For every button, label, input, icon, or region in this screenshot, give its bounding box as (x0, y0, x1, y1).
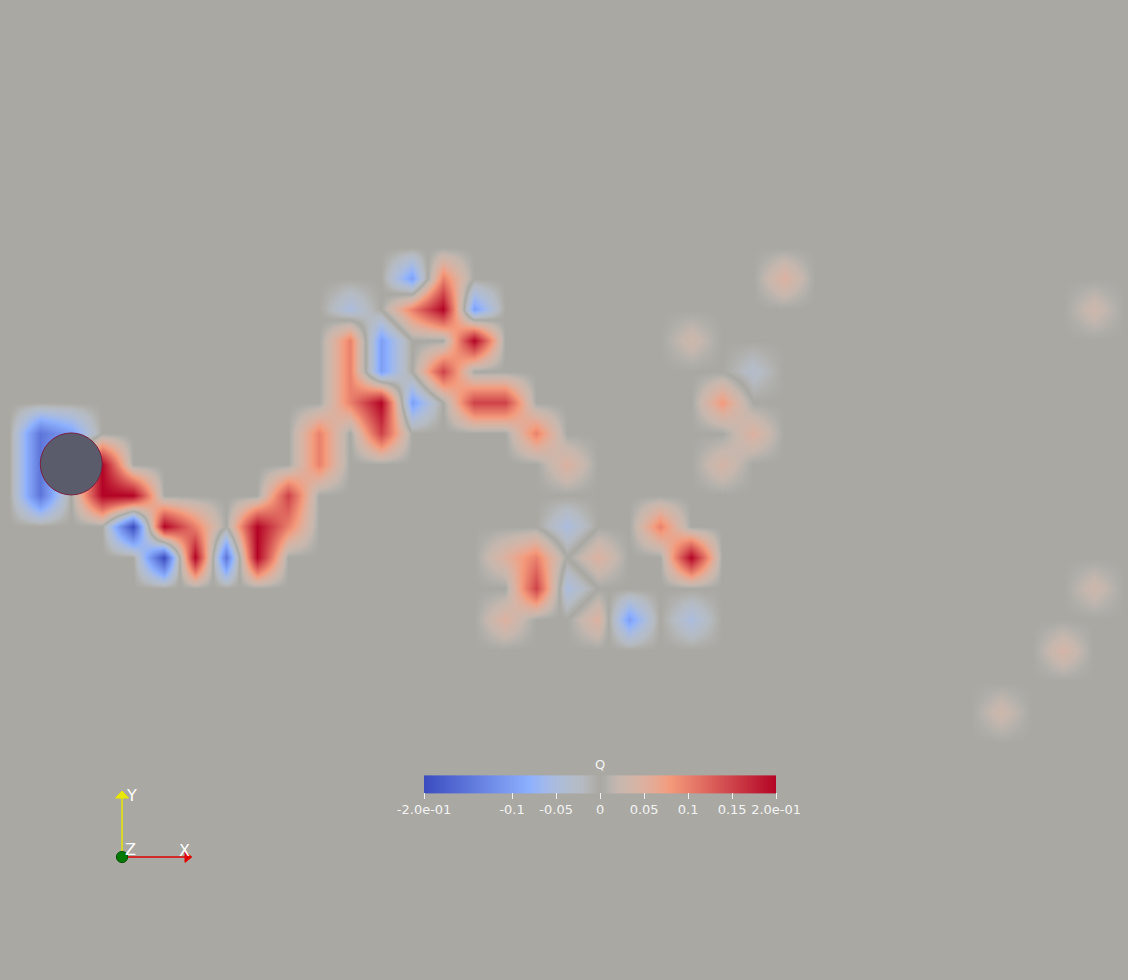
svg-text:X: X (179, 841, 190, 860)
svg-text:-0.05: -0.05 (539, 803, 573, 818)
svg-text:Z: Z (125, 840, 136, 859)
svg-text:-2.0e-01: -2.0e-01 (397, 803, 452, 818)
svg-text:Y: Y (126, 786, 137, 805)
svg-text:-0.1: -0.1 (499, 803, 524, 818)
svg-text:0: 0 (596, 803, 604, 818)
svg-text:0.05: 0.05 (630, 803, 659, 818)
svg-text:Q: Q (595, 757, 605, 772)
svg-text:0.15: 0.15 (718, 803, 747, 818)
svg-text:0.1: 0.1 (678, 803, 699, 818)
svg-text:2.0e-01: 2.0e-01 (751, 803, 801, 818)
